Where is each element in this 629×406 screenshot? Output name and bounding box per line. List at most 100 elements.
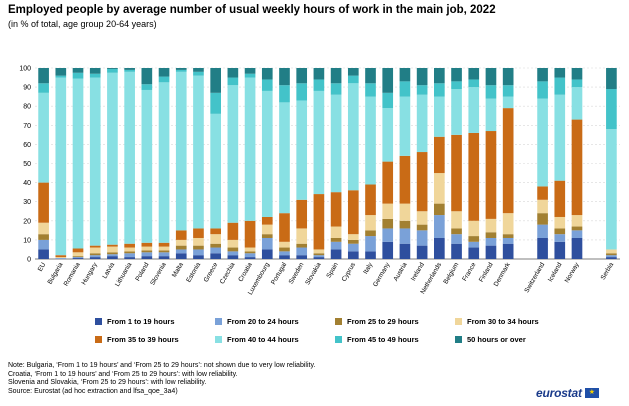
bar-segment: [571, 87, 583, 120]
bar-segment: [365, 83, 376, 97]
bar-segment: [158, 82, 170, 243]
legend-label: From 20 to 24 hours: [227, 317, 299, 326]
bar-segment: [330, 226, 342, 238]
x-tick-label: Germany: [372, 261, 392, 288]
legend-swatch: [215, 318, 222, 325]
bar-segment: [210, 92, 221, 114]
bar-segment: [571, 119, 583, 216]
bar-segment: [502, 237, 514, 244]
bar-segment: [554, 228, 566, 235]
bar-segment: [107, 256, 118, 259]
bar-segment: [244, 220, 256, 248]
bar-segment: [330, 237, 342, 242]
bar-segment: [606, 255, 617, 258]
bar-segment: [107, 252, 118, 255]
bar-segment: [365, 251, 376, 259]
bar-segment: [571, 68, 583, 80]
bar-segment: [279, 251, 290, 256]
y-tick-label: 50: [23, 161, 31, 168]
bar-segment: [537, 224, 548, 238]
bar-segment: [399, 220, 411, 229]
legend-swatch: [335, 318, 342, 325]
bar-segment: [72, 72, 84, 79]
bar-segment: [606, 249, 617, 254]
bar-segment: [382, 92, 394, 109]
x-tick-label: Romania: [63, 261, 82, 287]
bar-segment: [193, 71, 204, 76]
x-tick-label: Hungary: [81, 261, 100, 286]
bar-segment: [296, 199, 308, 229]
bar-segment: [502, 234, 514, 238]
bar-segment: [485, 218, 497, 233]
bar-segment: [571, 215, 583, 227]
y-tick-label: 40: [23, 180, 31, 187]
bar-segment: [124, 68, 135, 70]
bar-segment: [382, 203, 394, 219]
bar-segment: [451, 89, 462, 135]
x-tick-label: Sweden: [288, 261, 306, 285]
bar-segment: [502, 243, 514, 259]
bar-segment: [485, 232, 497, 238]
stacked-bar-chart: 0 10 20 30 40 50 60 70 80 90 100 EU BulgariaRomaniaH…: [19, 66, 620, 296]
bar-segment: [382, 228, 394, 242]
bar-segment: [55, 258, 67, 259]
bar-segment: [571, 226, 583, 231]
bar-segment: [107, 72, 118, 245]
bar-segment: [313, 255, 325, 258]
legend-swatch: [455, 318, 462, 325]
bar-segment: [193, 249, 204, 256]
bar-segment: [107, 68, 118, 69]
bar-segment: [175, 230, 187, 240]
bar-segment: [72, 248, 84, 253]
bar-segment: [72, 252, 84, 257]
bar-segment: [279, 255, 290, 259]
bar-segment: [158, 252, 170, 257]
bar-segment: [227, 251, 239, 256]
x-tick-label: Malta: [171, 261, 185, 279]
bar-segment: [399, 203, 411, 221]
bar-segment: [244, 251, 256, 254]
bar-segment: [279, 213, 290, 242]
legend-swatch: [215, 336, 222, 343]
bar-segment: [330, 249, 342, 259]
bar-segment: [89, 68, 101, 74]
bar-segment: [347, 75, 359, 84]
bar-segment: [38, 222, 49, 235]
bar-segment: [434, 173, 445, 204]
bar-segment: [382, 161, 394, 204]
x-tick-label: Belgium: [442, 262, 460, 286]
bar-segment: [141, 84, 153, 90]
bar-segment: [554, 94, 566, 181]
bar-segment: [210, 228, 221, 235]
x-tick-label: Austria: [392, 261, 408, 282]
legend-swatch: [95, 318, 102, 325]
bar-segment: [606, 129, 617, 250]
bar-segment: [502, 213, 514, 235]
bar-segment: [227, 222, 239, 240]
bar-segment: [158, 68, 170, 77]
bar-segment: [382, 68, 394, 93]
bar-segment: [434, 136, 445, 174]
bar-segment: [72, 256, 84, 258]
bar-segment: [193, 68, 204, 72]
bar-segment: [330, 192, 342, 227]
bar-segment: [451, 134, 462, 212]
bar-segment: [261, 79, 273, 91]
x-tick-label: Portugal: [270, 261, 288, 286]
bar-segment: [485, 237, 497, 246]
bar-segment: [554, 68, 566, 78]
bar-segment: [175, 239, 187, 246]
y-tick-label: 30: [23, 199, 31, 206]
legend-item: From 35 to 39 hours: [95, 335, 179, 344]
bar-segment: [244, 257, 256, 259]
bar-segment: [55, 75, 67, 78]
bar-segment: [451, 228, 462, 235]
x-tick-label: France: [461, 261, 477, 282]
x-tick-label: EU: [37, 261, 48, 273]
legend-label: From 45 to 49 hours: [347, 335, 419, 344]
bar-segment: [244, 253, 256, 258]
bar-segment: [313, 194, 325, 250]
bar-segment: [606, 68, 617, 90]
legend-swatch: [95, 336, 102, 343]
bar-segment: [313, 68, 325, 80]
